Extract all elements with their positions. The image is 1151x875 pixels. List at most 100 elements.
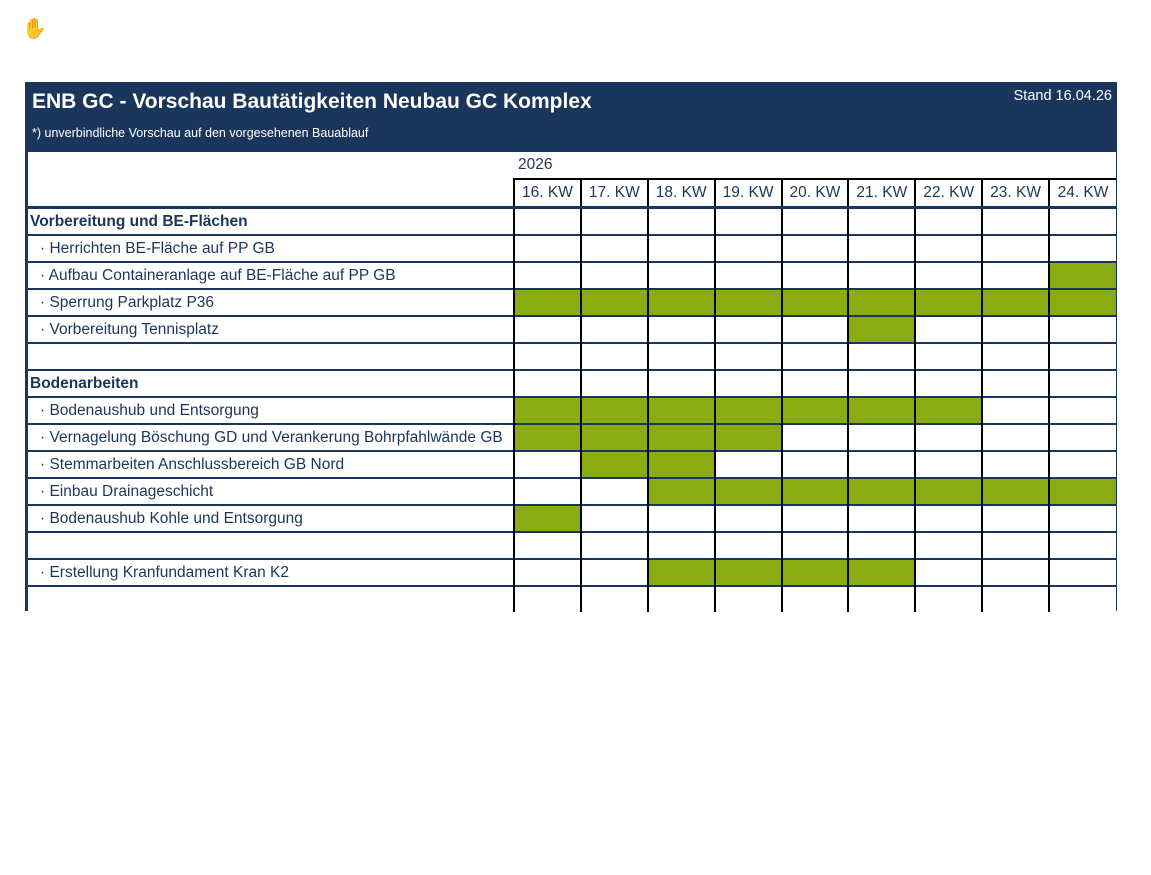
week-cell[interactable] [1048, 234, 1116, 262]
week-cell[interactable] [1048, 206, 1116, 235]
week-cell[interactable] [780, 504, 849, 532]
week-cell[interactable] [646, 342, 715, 370]
active-week-cell[interactable] [914, 288, 983, 316]
active-week-cell[interactable] [914, 396, 983, 424]
week-cell[interactable] [579, 261, 648, 289]
week-cell[interactable] [847, 504, 916, 532]
week-cell[interactable] [513, 206, 581, 235]
week-cell[interactable] [914, 342, 983, 370]
week-cell[interactable] [780, 261, 849, 289]
week-cell[interactable] [513, 315, 581, 343]
active-week-cell[interactable] [579, 288, 648, 316]
active-week-cell[interactable] [713, 423, 782, 451]
week-cell[interactable] [981, 396, 1049, 424]
week-cell[interactable] [713, 234, 782, 262]
week-cell[interactable] [1048, 450, 1116, 478]
week-cell[interactable] [713, 206, 782, 235]
active-week-cell[interactable] [513, 504, 581, 532]
week-cell[interactable] [646, 504, 715, 532]
week-cell[interactable] [847, 450, 916, 478]
week-cell[interactable] [914, 234, 983, 262]
week-cell[interactable] [646, 206, 715, 235]
week-cell[interactable] [579, 558, 648, 586]
active-week-cell[interactable] [579, 423, 648, 451]
active-week-cell[interactable] [780, 558, 849, 586]
week-cell[interactable] [981, 504, 1049, 532]
active-week-cell[interactable] [1048, 261, 1116, 289]
week-cell[interactable] [513, 369, 581, 397]
active-week-cell[interactable] [1048, 288, 1116, 316]
week-cell[interactable] [981, 206, 1049, 235]
week-cell[interactable] [981, 585, 1049, 612]
active-week-cell[interactable] [646, 450, 715, 478]
week-cell[interactable] [780, 585, 849, 612]
week-cell[interactable] [914, 585, 983, 612]
week-cell[interactable] [1048, 585, 1116, 612]
week-cell[interactable] [780, 342, 849, 370]
week-cell[interactable] [713, 504, 782, 532]
active-week-cell[interactable] [513, 423, 581, 451]
week-cell[interactable] [780, 450, 849, 478]
week-cell[interactable] [513, 234, 581, 262]
week-cell[interactable] [780, 423, 849, 451]
week-cell[interactable] [713, 315, 782, 343]
week-cell[interactable] [1048, 396, 1116, 424]
active-week-cell[interactable] [847, 558, 916, 586]
active-week-cell[interactable] [981, 288, 1049, 316]
active-week-cell[interactable] [780, 477, 849, 505]
week-cell[interactable] [914, 531, 983, 559]
week-cell[interactable] [646, 261, 715, 289]
active-week-cell[interactable] [646, 423, 715, 451]
week-cell[interactable] [847, 369, 916, 397]
week-cell[interactable] [1048, 342, 1116, 370]
week-cell[interactable] [579, 504, 648, 532]
week-cell[interactable] [646, 585, 715, 612]
week-cell[interactable] [646, 234, 715, 262]
week-cell[interactable] [914, 369, 983, 397]
week-cell[interactable] [513, 261, 581, 289]
week-cell[interactable] [981, 342, 1049, 370]
week-cell[interactable] [780, 369, 849, 397]
week-cell[interactable] [847, 342, 916, 370]
active-week-cell[interactable] [646, 396, 715, 424]
week-cell[interactable] [713, 531, 782, 559]
week-cell[interactable] [1048, 558, 1116, 586]
week-cell[interactable] [780, 206, 849, 235]
week-cell[interactable] [713, 585, 782, 612]
active-week-cell[interactable] [847, 315, 916, 343]
week-cell[interactable] [513, 585, 581, 612]
week-cell[interactable] [579, 234, 648, 262]
week-cell[interactable] [513, 531, 581, 559]
week-cell[interactable] [513, 558, 581, 586]
week-cell[interactable] [847, 206, 916, 235]
active-week-cell[interactable] [713, 288, 782, 316]
week-cell[interactable] [780, 531, 849, 559]
week-cell[interactable] [780, 315, 849, 343]
active-week-cell[interactable] [646, 288, 715, 316]
active-week-cell[interactable] [713, 396, 782, 424]
active-week-cell[interactable] [847, 396, 916, 424]
week-cell[interactable] [579, 206, 648, 235]
active-week-cell[interactable] [713, 558, 782, 586]
week-cell[interactable] [1048, 504, 1116, 532]
week-cell[interactable] [1048, 531, 1116, 559]
week-cell[interactable] [914, 315, 983, 343]
week-cell[interactable] [914, 450, 983, 478]
week-cell[interactable] [646, 315, 715, 343]
active-week-cell[interactable] [513, 396, 581, 424]
week-cell[interactable] [981, 234, 1049, 262]
week-cell[interactable] [981, 423, 1049, 451]
active-week-cell[interactable] [780, 288, 849, 316]
week-cell[interactable] [847, 585, 916, 612]
week-cell[interactable] [981, 369, 1049, 397]
active-week-cell[interactable] [513, 288, 581, 316]
active-week-cell[interactable] [1048, 477, 1116, 505]
week-cell[interactable] [579, 585, 648, 612]
week-cell[interactable] [981, 531, 1049, 559]
active-week-cell[interactable] [579, 396, 648, 424]
week-cell[interactable] [579, 477, 648, 505]
week-cell[interactable] [1048, 369, 1116, 397]
week-cell[interactable] [713, 369, 782, 397]
week-cell[interactable] [981, 315, 1049, 343]
week-cell[interactable] [847, 531, 916, 559]
